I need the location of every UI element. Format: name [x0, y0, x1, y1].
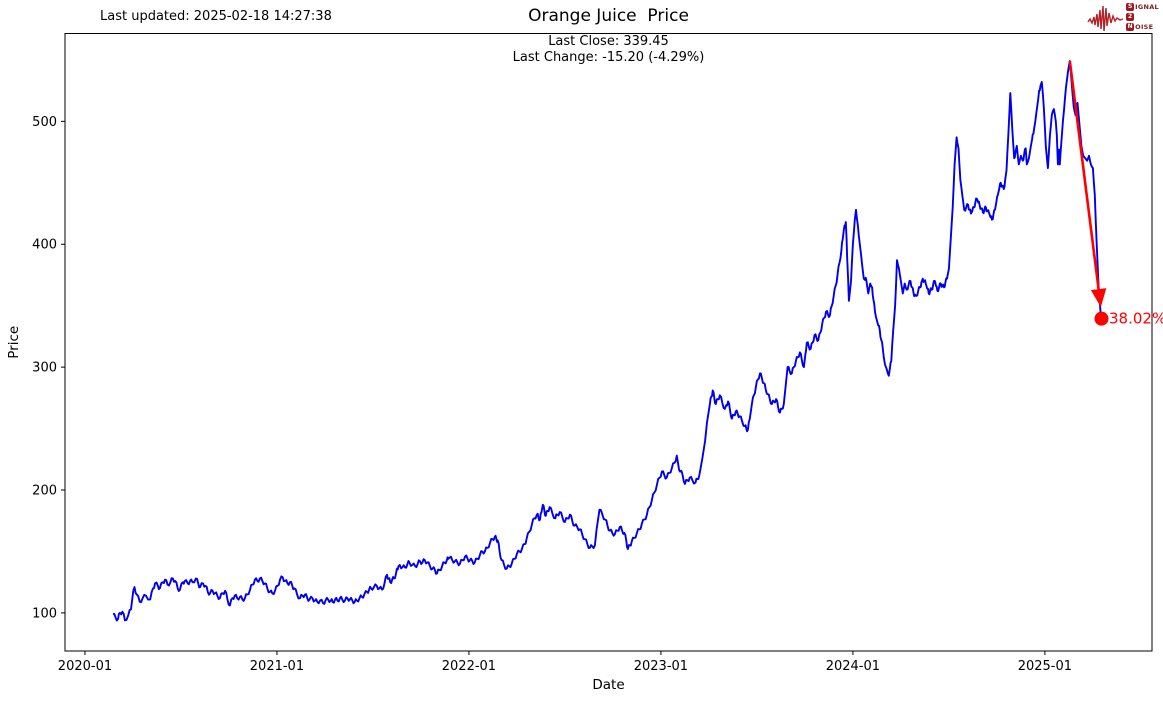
waveform-icon [1087, 5, 1124, 32]
signal2noise-logo: S IGNAL 2 N OISE [1087, 2, 1159, 32]
last-price-dot [1094, 311, 1109, 326]
logo-text-ignal: IGNAL [1135, 3, 1159, 11]
x-tick-label: 2022-01 [442, 659, 496, 674]
logo-text-oise: OISE [1135, 23, 1154, 31]
last-close-label: Last Close: 339.45 [548, 34, 669, 49]
logo-badge-n: N [1126, 23, 1135, 31]
x-axis-label: Date [592, 677, 624, 693]
drawdown-arrow [1068, 60, 1107, 308]
x-tick-label: 2024-01 [826, 659, 880, 674]
drawdown-label: 38.02% [1109, 310, 1163, 328]
price-line [112, 60, 1103, 622]
y-tick-label: 200 [32, 484, 57, 499]
y-axis-label: Price [6, 326, 22, 359]
page-title: Orange Juice Price [528, 6, 689, 26]
x-tick-label: 2021-01 [250, 659, 304, 674]
logo-badge-s: S [1126, 3, 1135, 11]
last-updated-label: Last updated: 2025-02-18 14:27:38 [100, 9, 332, 24]
axis-box [64, 33, 1153, 652]
x-tick-label: 2023-01 [634, 659, 688, 674]
y-tick-label: 500 [32, 115, 57, 130]
logo-badge-2: 2 [1126, 13, 1135, 21]
x-tick-label: 2020-01 [58, 659, 112, 674]
y-tick-label: 400 [32, 238, 57, 253]
chart-subtitle: Last Close: 339.45 Last Change: -15.20 (… [65, 34, 1152, 66]
y-tick-label: 100 [32, 606, 57, 621]
x-tick-label: 2025-01 [1018, 659, 1072, 674]
last-change-label: Last Change: -15.20 (-4.29%) [512, 50, 705, 65]
y-tick-label: 300 [32, 361, 57, 376]
logo-text: S IGNAL 2 N OISE [1126, 3, 1159, 32]
